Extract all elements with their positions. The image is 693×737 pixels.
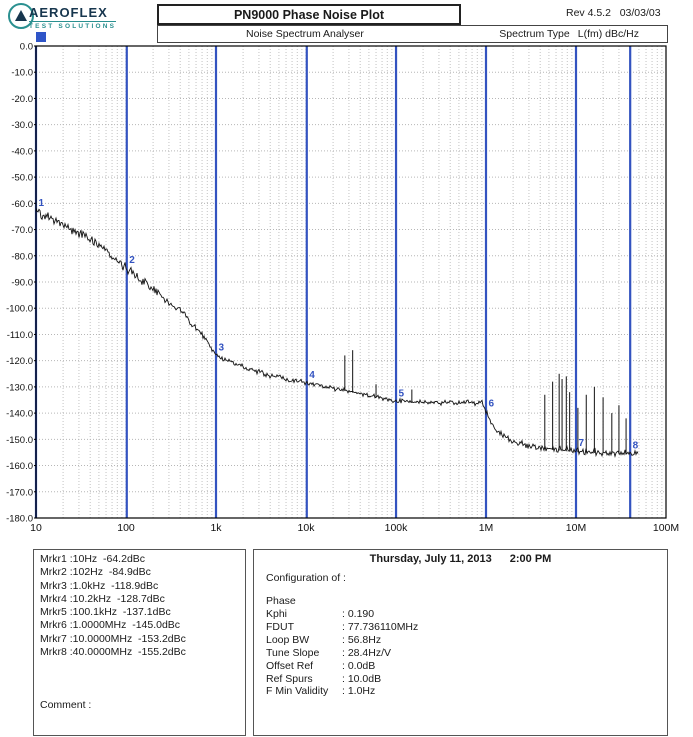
svg-text:-100.0: -100.0 <box>6 304 33 315</box>
config-value: : 10.0dB <box>342 672 382 685</box>
config-box: Thursday, July 11, 2013 2:00 PM Configura… <box>253 549 668 736</box>
triangle-icon <box>15 10 27 21</box>
svg-text:10k: 10k <box>298 522 316 534</box>
config-label: Ref Spurs <box>266 672 313 685</box>
svg-text:8: 8 <box>633 440 639 451</box>
config-value: : 1.0Hz <box>342 685 376 698</box>
aeroflex-logo: AEROFLEX TEST SOLUTIONS <box>8 3 117 30</box>
brand-tagline: TEST SOLUTIONS <box>29 21 117 30</box>
config-row: FDUT : 77.736110MHz <box>254 621 667 634</box>
config-row: Ref Spurs : 10.0dB <box>254 673 667 686</box>
marker-row: Mrkr7 :10.0000MHz -153.2dBc <box>40 632 186 645</box>
svg-text:-130.0: -130.0 <box>6 382 33 393</box>
config-label: Kphi <box>266 608 288 620</box>
marker-row: Mrkr8 :40.0000MHz -155.2dBc <box>40 646 186 659</box>
config-label: Tune Slope <box>266 646 320 659</box>
config-label: Loop BW <box>266 633 310 646</box>
svg-text:-170.0: -170.0 <box>6 487 33 498</box>
svg-text:3: 3 <box>219 342 225 353</box>
date-text: Thursday, July 11, 2013 <box>369 553 492 565</box>
svg-text:5: 5 <box>399 388 405 399</box>
svg-text:-40.0: -40.0 <box>11 146 33 157</box>
config-row: Kphi : 0.190 <box>254 608 667 621</box>
marker-row: Mrkr5 :100.1kHz -137.1dBc <box>40 606 171 619</box>
config-subject: Phase <box>266 595 296 607</box>
plot-corner-handle[interactable] <box>36 32 46 42</box>
marker-row: Mrkr6 :1.0000MHz -145.0dBc <box>40 619 181 632</box>
svg-text:100k: 100k <box>385 522 409 534</box>
svg-text:-30.0: -30.0 <box>11 120 33 131</box>
svg-text:-80.0: -80.0 <box>11 251 33 262</box>
config-label: Offset Ref <box>266 659 314 672</box>
svg-text:1: 1 <box>39 198 45 209</box>
spectrum-type-value: L(fm) dBc/Hz <box>577 28 639 40</box>
svg-text:0.0: 0.0 <box>20 42 33 53</box>
marker-row: Mrkr1 :10Hz -64.2dBc <box>40 553 146 565</box>
svg-text:-20.0: -20.0 <box>11 94 33 105</box>
config-label: F Min Validity <box>266 685 329 698</box>
svg-text:-120.0: -120.0 <box>6 356 33 367</box>
config-value: : 77.736110MHz <box>342 620 419 633</box>
marker-row: Mrkr4 :10.2kHz -128.7dBc <box>40 592 165 605</box>
brand-name: AEROFLEX <box>29 5 108 20</box>
marker-row: Mrkr3 :1.0kHz -118.9dBc <box>40 579 159 592</box>
config-row: Loop BW : 56.8Hz <box>254 634 667 647</box>
svg-text:1M: 1M <box>479 522 494 534</box>
config-row: Tune Slope : 28.4Hz/V <box>254 647 667 660</box>
config-value: : 28.4Hz/V <box>342 646 392 659</box>
subtitle-bar: Noise Spectrum Analyser Spectrum Type L(… <box>157 25 668 43</box>
config-label: FDUT <box>266 620 294 633</box>
spectrum-type: Spectrum Type L(fm) dBc/Hz <box>499 28 639 40</box>
svg-text:-90.0: -90.0 <box>11 278 33 289</box>
svg-text:100: 100 <box>117 522 135 534</box>
config-value: : 56.8Hz <box>342 633 382 646</box>
svg-text:1k: 1k <box>210 522 222 534</box>
svg-text:-150.0: -150.0 <box>6 435 33 446</box>
svg-text:2: 2 <box>129 255 135 266</box>
config-items: Kphi : 0.190 FDUT : 77.736110MHz Loop BW : … <box>254 608 667 698</box>
svg-text:-110.0: -110.0 <box>7 330 33 341</box>
marker-readout-box: Mrkr1 :10Hz -64.2dBc Mrkr2 :102Hz -84.9d… <box>33 549 246 736</box>
svg-text:-50.0: -50.0 <box>11 173 33 184</box>
logo-text: AEROFLEX TEST SOLUTIONS <box>29 5 117 30</box>
svg-text:-140.0: -140.0 <box>6 409 33 420</box>
comment-label: Comment : <box>40 699 92 712</box>
svg-text:-10.0: -10.0 <box>11 68 33 79</box>
svg-text:-70.0: -70.0 <box>11 225 33 236</box>
svg-text:10M: 10M <box>566 522 586 534</box>
aeroflex-logo-icon <box>8 3 34 29</box>
svg-text:6: 6 <box>489 399 495 410</box>
svg-text:-180.0: -180.0 <box>6 514 33 525</box>
svg-text:7: 7 <box>579 438 585 449</box>
config-value: : 0.0dB <box>342 659 376 672</box>
config-row: F Min Validity : 1.0Hz <box>254 685 667 698</box>
timestamp: Thursday, July 11, 2013 2:00 PM <box>254 553 667 565</box>
analyser-label: Noise Spectrum Analyser <box>246 28 364 40</box>
config-row: Offset Ref : 0.0dB <box>254 660 667 673</box>
marker-row: Mrkr2 :102Hz -84.9dBc <box>40 566 151 579</box>
svg-text:-60.0: -60.0 <box>11 199 33 210</box>
phase-noise-plot[interactable]: 1 2 3 4 5 6 7 8 10 100 1k 10k 100k 1M 10M 100M 0.0 -10.0 -… <box>0 0 693 545</box>
revision-text: Rev 4.5.2 03/03/03 <box>566 7 661 19</box>
config-value: : 0.190 <box>342 608 375 620</box>
svg-text:-160.0: -160.0 <box>6 461 33 472</box>
config-heading: Configuration of : <box>266 572 346 584</box>
spectrum-type-label: Spectrum Type <box>499 28 570 40</box>
time-text: 2:00 PM <box>509 553 552 565</box>
plot-title: PN9000 Phase Noise Plot <box>157 4 461 25</box>
svg-text:10: 10 <box>30 522 42 534</box>
svg-text:100M: 100M <box>653 522 679 534</box>
svg-text:4: 4 <box>309 370 315 381</box>
